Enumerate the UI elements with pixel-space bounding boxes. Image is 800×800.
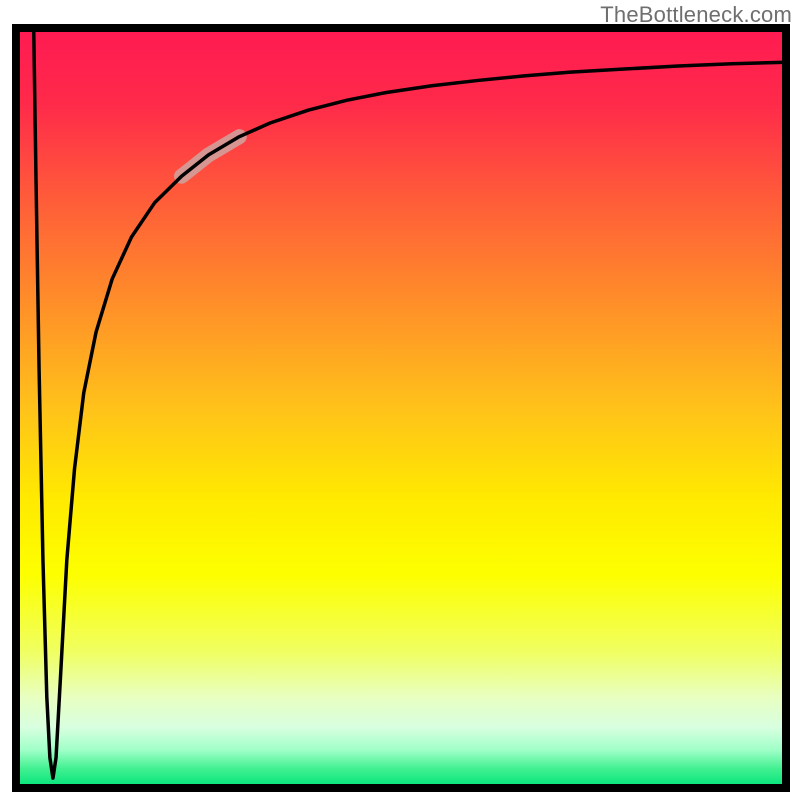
chart-container: { "watermark": { "text": "TheBottleneck.…	[0, 0, 800, 800]
chart-svg	[0, 0, 800, 800]
plot-background	[16, 28, 786, 788]
watermark-text: TheBottleneck.com	[600, 2, 792, 28]
